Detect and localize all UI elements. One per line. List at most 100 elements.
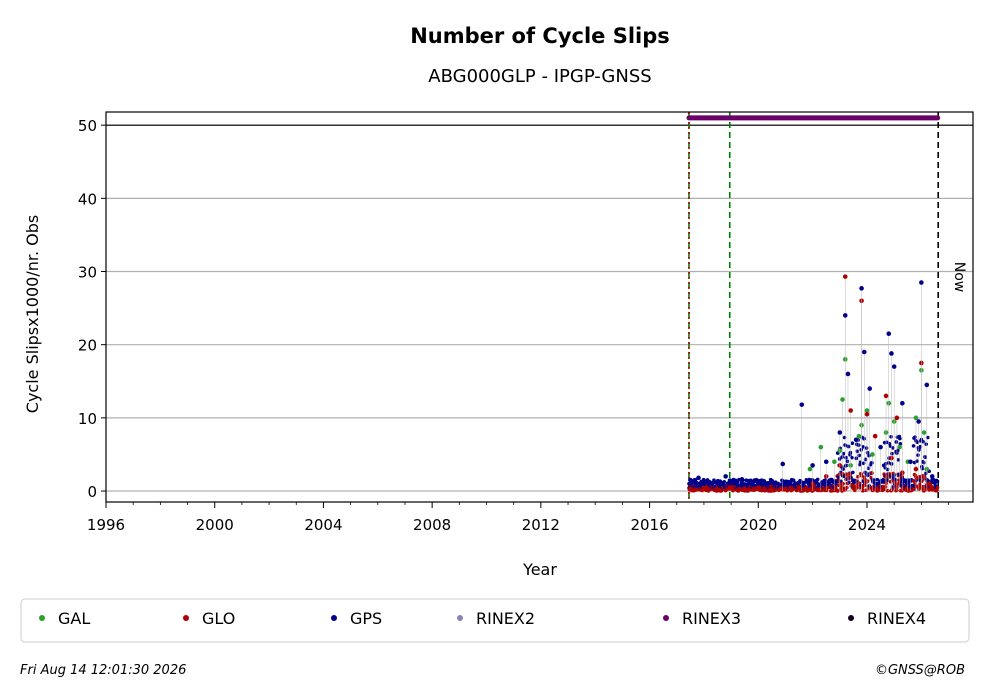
glo-point [883,393,889,399]
y-tick-label: 20 [78,337,97,355]
gps-point [861,349,867,355]
gps-baseline-point [840,455,844,459]
chart-subtitle: ABG000GLP - IPGP-GNSS [428,66,651,87]
glo-baseline-point [835,489,840,493]
gps-baseline-point [898,442,903,446]
gps-point [780,461,786,467]
legend-label-rinex3: RINEX3 [682,609,741,628]
gps-baseline-point [889,434,893,439]
gps-baseline-point [915,440,920,445]
gps-point [799,402,805,407]
gps-baseline-point [859,447,863,452]
glo-baseline-point [920,479,924,483]
glo-point [864,411,870,417]
legend-label-gal: GAL [58,609,90,628]
gps-baseline-point [891,446,895,450]
gps-baseline-point [848,450,853,455]
gps-point [823,459,829,465]
legend-label-rinex4: RINEX4 [867,609,926,628]
gps-baseline-point [857,453,862,458]
gps-point [929,474,935,479]
glo-baseline-point [894,488,899,492]
vertical-markers [686,112,941,502]
gps-baseline-point [865,450,870,455]
gps-point [837,430,843,435]
gps-baseline-point [935,479,940,484]
gps-point [867,386,873,391]
gps-baseline-point [911,444,916,448]
gal-point [840,397,845,402]
grid-lines [106,124,973,492]
glo-point [769,487,775,492]
gps-baseline-point [925,435,930,440]
gps-baseline-point [846,444,851,449]
y-tick-label: 0 [87,483,97,501]
gps-point [707,479,712,485]
gps-baseline-point [884,440,889,445]
legend-label-gps: GPS [350,609,382,628]
gps-baseline-point [875,477,880,482]
y-axis-label: Cycle Slipsx1000/nr. Obs [23,215,42,413]
gps-baseline-point [864,446,869,450]
gps-point [739,477,745,482]
legend-label-glo: GLO [202,609,235,628]
footer-timestamp: Fri Aug 14 12:01:30 2026 [20,663,186,678]
glo-point [742,486,747,492]
gal-point [856,433,862,439]
glo-point [842,274,848,279]
glo-point [755,485,761,491]
gal-point [921,430,927,435]
gps-point [845,371,851,377]
glo-point [783,486,788,492]
gps-point [908,459,913,465]
gps-point [853,437,859,443]
gps-point [878,444,883,450]
legend-marker-rinex2 [457,615,463,621]
y-tick-label: 30 [78,264,97,282]
glo-baseline-point [883,485,888,489]
plot-frame [105,111,974,503]
footer-credit: ©GNSS@ROB [875,663,965,678]
x-tick-label: 2000 [196,516,234,534]
glo-point [701,485,707,491]
gal-point [913,415,919,421]
gps-baseline-point [776,481,780,486]
gps-point [919,280,924,285]
glo-point [913,466,919,472]
gps-baseline-point [845,459,850,464]
gps-baseline-point [893,477,897,482]
x-tick-label: 2004 [304,516,342,534]
legend-label-rinex2: RINEX2 [476,609,535,628]
legend-box [20,598,970,643]
gps-baseline-point [850,441,855,445]
gps-point [859,286,864,291]
gps-baseline-point [870,461,874,465]
legend-marker-gal [39,615,45,621]
gps-point [696,475,701,481]
legend-marker-rinex3 [663,615,669,621]
gps-baseline-point [701,477,706,482]
gps-baseline-point [916,453,920,457]
gps-baseline-point [923,455,928,460]
legend-marker-gps [331,615,337,621]
x-tick-label: 1996 [87,516,125,534]
chart-title: Number of Cycle Slips [410,24,670,48]
gal-point [832,459,837,465]
gps-baseline-point [896,458,901,462]
gps-baseline-point [844,463,849,468]
x-tick-label: 2024 [848,516,886,534]
y-tick-label: 50 [78,117,97,135]
gps-baseline-point [922,460,926,465]
glo-baseline-point [844,472,849,476]
glo-point [848,408,853,413]
gps-baseline-point [894,440,899,444]
gps-point [758,478,764,484]
glo-baseline-point [841,481,845,486]
gps-point [842,313,848,318]
gps-point [723,474,728,479]
gps-baseline-point [844,455,848,460]
glo-point [872,433,878,439]
glo-baseline-point [870,471,874,475]
glo-point [927,481,932,487]
